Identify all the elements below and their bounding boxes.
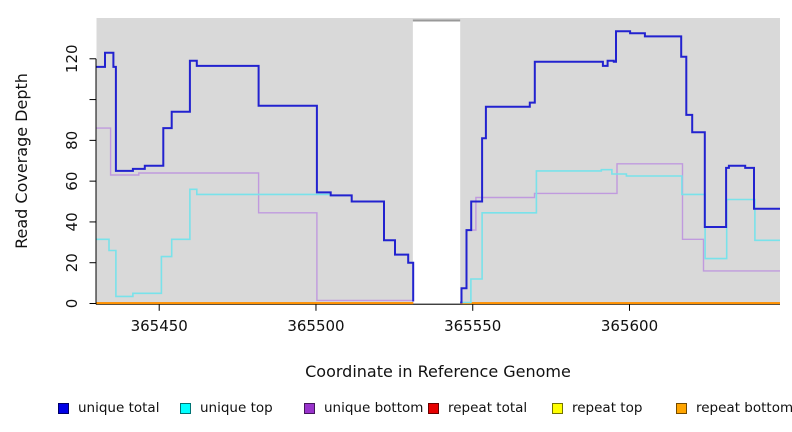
x-tick-label: 365550 xyxy=(444,317,501,335)
legend-swatch-repeat-top xyxy=(552,402,563,414)
series-line-unique-top xyxy=(460,168,780,304)
legend-item-repeat-top: repeat top xyxy=(552,399,642,417)
legend-swatch-unique-top xyxy=(180,402,191,414)
legend-label-unique-top: unique top xyxy=(200,400,273,416)
y-tick-label: 120 xyxy=(63,44,81,73)
y-tick-label: 80 xyxy=(63,131,81,150)
legend-item-unique-bottom: unique bottom xyxy=(304,399,423,417)
y-tick-label: 60 xyxy=(63,172,81,191)
y-tick-label: 20 xyxy=(63,253,81,272)
legend-item-unique-top: unique top xyxy=(180,399,273,417)
legend-label-repeat-top: repeat top xyxy=(572,400,643,416)
x-axis-title: Coordinate in Reference Genome xyxy=(305,362,571,381)
legend-label-unique-total: unique total xyxy=(78,400,160,416)
legend-swatch-repeat-total xyxy=(428,402,439,414)
legend-label-unique-bottom: unique bottom xyxy=(324,400,424,416)
series-line-unique-bottom xyxy=(96,127,414,302)
legend-swatch-unique-total xyxy=(58,402,69,414)
legend-swatch-unique-bottom xyxy=(304,402,315,414)
plot-area: 365450 365500 365550 365600 0 20 40 60 80 120 xyxy=(63,18,780,335)
chart-legend: unique total unique top unique bottom re… xyxy=(0,399,792,419)
x-tick-label: 365600 xyxy=(601,317,658,335)
no-data-gap-band xyxy=(412,20,461,303)
legend-swatch-repeat-bottom xyxy=(676,402,687,414)
x-tick-label: 365450 xyxy=(131,317,188,335)
legend-label-repeat-total: repeat total xyxy=(448,400,528,416)
legend-item-repeat-total: repeat total xyxy=(428,399,527,417)
series-line-unique-total xyxy=(460,30,780,304)
legend-item-unique-total: unique total xyxy=(58,399,159,417)
legend-item-repeat-bottom: repeat bottom xyxy=(676,399,792,417)
legend-label-repeat-bottom: repeat bottom xyxy=(696,400,792,416)
y-tick-label: 40 xyxy=(63,212,81,231)
x-tick-label: 365500 xyxy=(287,317,344,335)
series-line-unique-total xyxy=(96,51,415,302)
y-tick-label: 0 xyxy=(63,299,81,309)
y-axis-title: Read Coverage Depth xyxy=(12,73,31,249)
coverage-chart: 365450 365500 365550 365600 0 20 40 60 80 120 Rea… xyxy=(12,18,780,381)
